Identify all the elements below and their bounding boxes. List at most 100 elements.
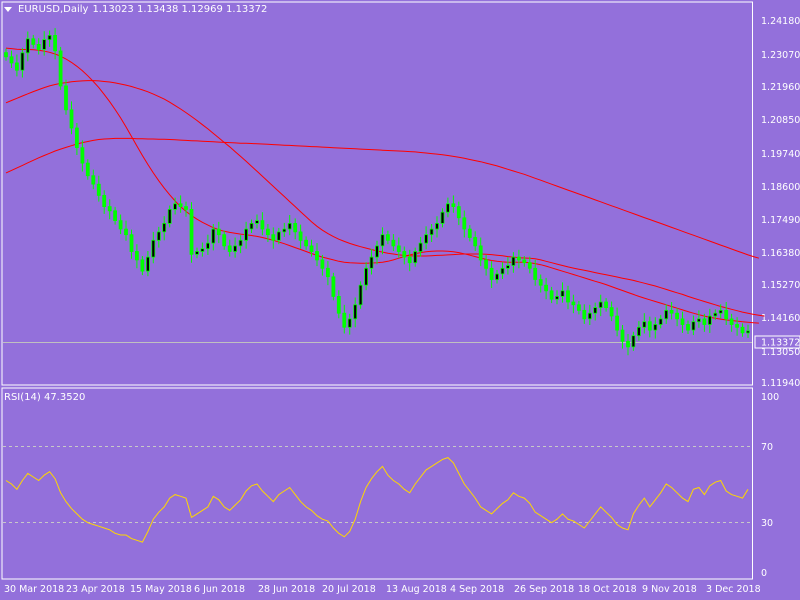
candle-body-bull [358,284,363,306]
candle-body-bear [577,304,581,311]
candlestick [140,256,145,276]
price-tick: 1.16380 [761,248,800,259]
candle-body-bear [385,234,390,241]
candlestick [560,282,565,303]
candle-body-bull [664,309,669,320]
candlestick [265,224,270,242]
candle-body-bear [582,309,587,320]
candlestick [336,290,341,319]
candle-body-bull [435,222,439,230]
candle-body-bear [451,203,456,208]
candle-body-bull [746,330,750,334]
candlestick [113,206,117,225]
candlestick [244,221,249,249]
rsi-tick: 70 [761,442,773,453]
candle-body-bull [353,304,358,320]
candlestick [598,294,603,317]
candlestick [178,195,183,213]
candle-body-bear [304,239,309,247]
candle-body-bull [593,307,598,314]
candlestick [47,30,52,47]
candlestick [647,316,652,338]
candlestick [276,227,281,245]
candlestick [440,208,445,228]
candlestick [500,262,505,279]
price-panel-frame [1,1,753,386]
time-label: 23 Apr 2018 [66,584,125,595]
candle-body-bear [309,245,314,252]
candle-body-bull [445,203,450,213]
candlestick [375,240,379,265]
candle-body-bull [505,265,510,269]
candlestick [664,304,669,324]
candlestick [353,297,358,328]
candlestick [467,225,472,242]
candlestick [298,224,303,249]
candle-body-bear [740,326,745,334]
price-tick: 1.13050 [761,347,800,358]
candle-body-bear [64,85,68,111]
candle-body-bull [200,248,205,252]
candle-body-bull [20,52,25,71]
candle-body-bull [238,239,243,247]
candlestick [445,197,450,218]
candlestick [609,301,614,322]
candlestick [80,140,85,172]
chart-header: EURUSD,Daily 1.13023 1.13438 1.12969 1.1… [4,4,267,15]
candle-body-bear [80,147,85,164]
candle-body-bear [75,127,79,149]
candle-body-bear [407,256,412,264]
candlestick [675,308,679,327]
rsi-tick: 30 [761,518,773,529]
candlestick [380,227,385,255]
candle-body-bear [31,38,36,45]
candle-body-bull [255,220,259,224]
candlestick [402,246,407,265]
candle-body-bear [134,251,139,261]
price-tick: 1.18600 [761,182,800,193]
candlestick [14,54,19,77]
candle-body-bull [25,38,30,54]
candle-body-bull [424,234,429,244]
candlestick [211,224,216,251]
candlestick [456,201,461,226]
rsi-tick: 100 [761,392,779,403]
time-label: 6 Jun 2018 [194,584,245,595]
candlestick [102,190,107,214]
candle-body-bull [495,273,499,280]
candlestick [582,304,587,324]
rsi-series [5,457,749,543]
price-tick: 1.14160 [761,313,800,324]
moving-averages [5,47,765,324]
candle-body-bull [244,228,249,241]
candlestick [173,197,178,215]
candle-body-bear [260,220,265,230]
symbol-menu-arrow-icon[interactable] [4,7,12,12]
candlestick [129,229,134,259]
candle-body-bear [533,267,538,280]
candle-body-bear [36,44,41,50]
candlestick [255,214,259,229]
candlestick [729,313,734,332]
candle-body-bull [47,35,52,41]
candlestick [205,234,210,255]
candle-body-bull [162,222,167,233]
candle-body-bear [53,35,57,52]
candlestick [435,216,439,238]
candlestick [75,123,79,155]
candle-body-bear [91,175,96,185]
candlestick [227,239,232,257]
candlestick [533,259,538,286]
candle-body-bear [735,324,739,328]
candle-body-bull [347,318,352,328]
candle-body-bull [718,309,723,314]
candle-body-bear [538,279,543,286]
candle-body-bear [69,109,74,129]
candle-body-bear [298,231,303,241]
candlestick [713,309,718,320]
price-tick: 1.15270 [761,280,800,291]
candlestick [238,235,243,254]
candlestick [718,304,723,319]
candlestick [571,294,576,314]
